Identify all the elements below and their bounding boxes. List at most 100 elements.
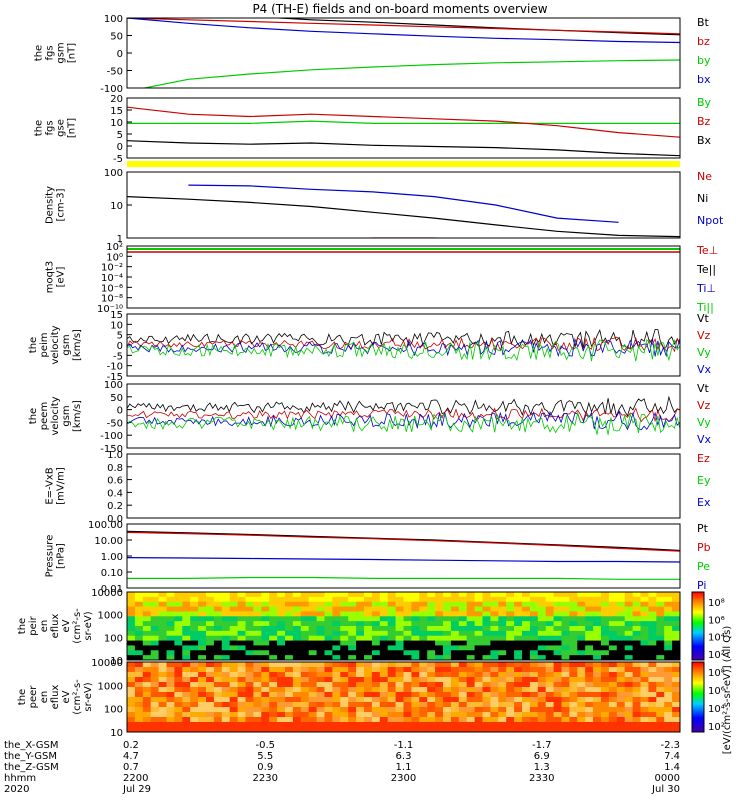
spectrogram-cell xyxy=(166,635,175,642)
spectrogram-cell xyxy=(608,667,618,673)
spectrogram-cell xyxy=(672,702,680,708)
spectrogram-cell xyxy=(308,640,318,647)
spectrogram-cell xyxy=(277,692,286,698)
spectrogram-cell xyxy=(482,722,491,728)
spectrogram-cell xyxy=(253,635,262,642)
spectrogram-cell xyxy=(648,717,657,723)
spectrogram-cell xyxy=(213,621,223,627)
spectrogram-cell xyxy=(514,626,523,632)
spectrogram-cell xyxy=(221,621,231,627)
spectrogram-cell xyxy=(450,655,460,660)
spectrogram-cell xyxy=(608,655,618,660)
spectrogram-cell xyxy=(237,717,247,723)
colorbar-gradient xyxy=(691,661,705,733)
spectrogram-cell xyxy=(577,727,586,732)
spectrogram-cell xyxy=(664,596,673,603)
spectrogram-cell xyxy=(474,616,484,622)
spectrogram-cell xyxy=(379,621,389,627)
spectrogram-cell xyxy=(158,707,168,713)
legend-vt: Vt xyxy=(697,382,710,395)
spectrogram-cell xyxy=(529,717,539,723)
spectrogram-cell xyxy=(490,616,499,622)
spectrogram-cell xyxy=(648,697,657,703)
spectrogram-cell xyxy=(656,727,665,732)
spectrogram-cell xyxy=(482,692,491,698)
spectrogram-cell xyxy=(182,611,191,617)
legend-vt: Vt xyxy=(697,312,710,325)
spectrogram-cell xyxy=(435,635,444,642)
legend-vz: Vz xyxy=(697,329,711,342)
spectrogram-cell xyxy=(395,635,405,642)
spectrogram-cell xyxy=(292,682,302,688)
spectrogram-cell xyxy=(269,692,278,698)
spectrogram-cell xyxy=(545,662,555,668)
spectrogram-cell xyxy=(632,662,642,668)
spectrogram-cell xyxy=(640,712,649,718)
spectrogram-cell xyxy=(348,692,357,698)
spectrogram-cell xyxy=(324,645,333,651)
spectrogram-cell xyxy=(269,596,278,603)
spectrogram-cell xyxy=(229,645,239,651)
spectrogram-cell xyxy=(300,655,310,660)
spectrogram-cell xyxy=(561,626,570,632)
spectrogram-cell xyxy=(292,712,302,718)
spectrogram-cell xyxy=(585,707,594,713)
spectrogram-cell xyxy=(364,667,373,673)
spectrogram-cell xyxy=(387,672,397,678)
spectrogram-cell xyxy=(585,722,594,728)
spectrogram-cell xyxy=(419,727,428,732)
spectrogram-cell xyxy=(656,677,665,683)
spectrogram-cell xyxy=(364,606,373,613)
spectrogram-cell xyxy=(601,645,610,651)
spectrogram-cell xyxy=(285,592,294,598)
spectrogram-cell xyxy=(316,712,326,718)
spectrogram-cell xyxy=(640,601,649,608)
spectrogram-cell xyxy=(443,601,452,608)
spectrogram-cell xyxy=(498,662,507,668)
spectrogram-cell xyxy=(624,596,634,603)
spectrogram-cell xyxy=(174,707,183,713)
spectrogram-cell xyxy=(506,672,515,678)
spectrogram-cell xyxy=(458,650,468,656)
spectrogram-cell xyxy=(134,697,144,703)
spectrogram-cell xyxy=(308,621,318,627)
spectrogram-cell xyxy=(348,640,357,647)
spectrogram-cell xyxy=(529,667,539,673)
spectrogram-cell xyxy=(300,662,310,668)
spectrogram-cell xyxy=(182,596,191,603)
spectrogram-cell xyxy=(640,697,649,703)
spectrogram-cell xyxy=(300,596,310,603)
spectrogram-cell xyxy=(142,596,152,603)
spectrogram-cell xyxy=(142,677,152,683)
spectrogram-cell xyxy=(553,682,563,688)
spectrogram-cell xyxy=(545,640,555,647)
spectrogram-cell xyxy=(403,650,412,656)
spectrogram-cell xyxy=(198,712,207,718)
spectrogram-cell xyxy=(553,717,563,723)
spectrogram-cell xyxy=(616,616,626,622)
spectrogram-cell xyxy=(506,702,515,708)
y-axis-label-line: eflux xyxy=(50,685,61,710)
spectrogram-cell xyxy=(332,722,341,728)
spectrogram-cell xyxy=(506,596,515,603)
spectrogram-cell xyxy=(608,692,618,698)
spectrogram-cell xyxy=(198,682,207,688)
spectrogram-cell xyxy=(443,635,452,642)
spectrogram-cell xyxy=(537,712,547,718)
spectrogram-cell xyxy=(198,687,207,693)
spectrogram-cell xyxy=(127,667,136,673)
spectrogram-cell xyxy=(198,722,207,728)
panel-frame xyxy=(126,97,681,159)
spectrogram-cell xyxy=(127,640,136,647)
spectrogram-cell xyxy=(411,672,420,678)
spectrogram-cell xyxy=(198,650,207,656)
spectrogram-cell xyxy=(174,727,183,732)
spectrogram-cell xyxy=(522,717,531,723)
spectrogram-cell xyxy=(158,712,168,718)
spectrogram-cell xyxy=(443,645,452,651)
spectrogram-cell xyxy=(435,667,444,673)
spectrogram-cell xyxy=(593,662,602,668)
spectrogram-cell xyxy=(474,621,484,627)
series-lines xyxy=(127,184,680,238)
spectrogram-cell xyxy=(506,692,515,698)
